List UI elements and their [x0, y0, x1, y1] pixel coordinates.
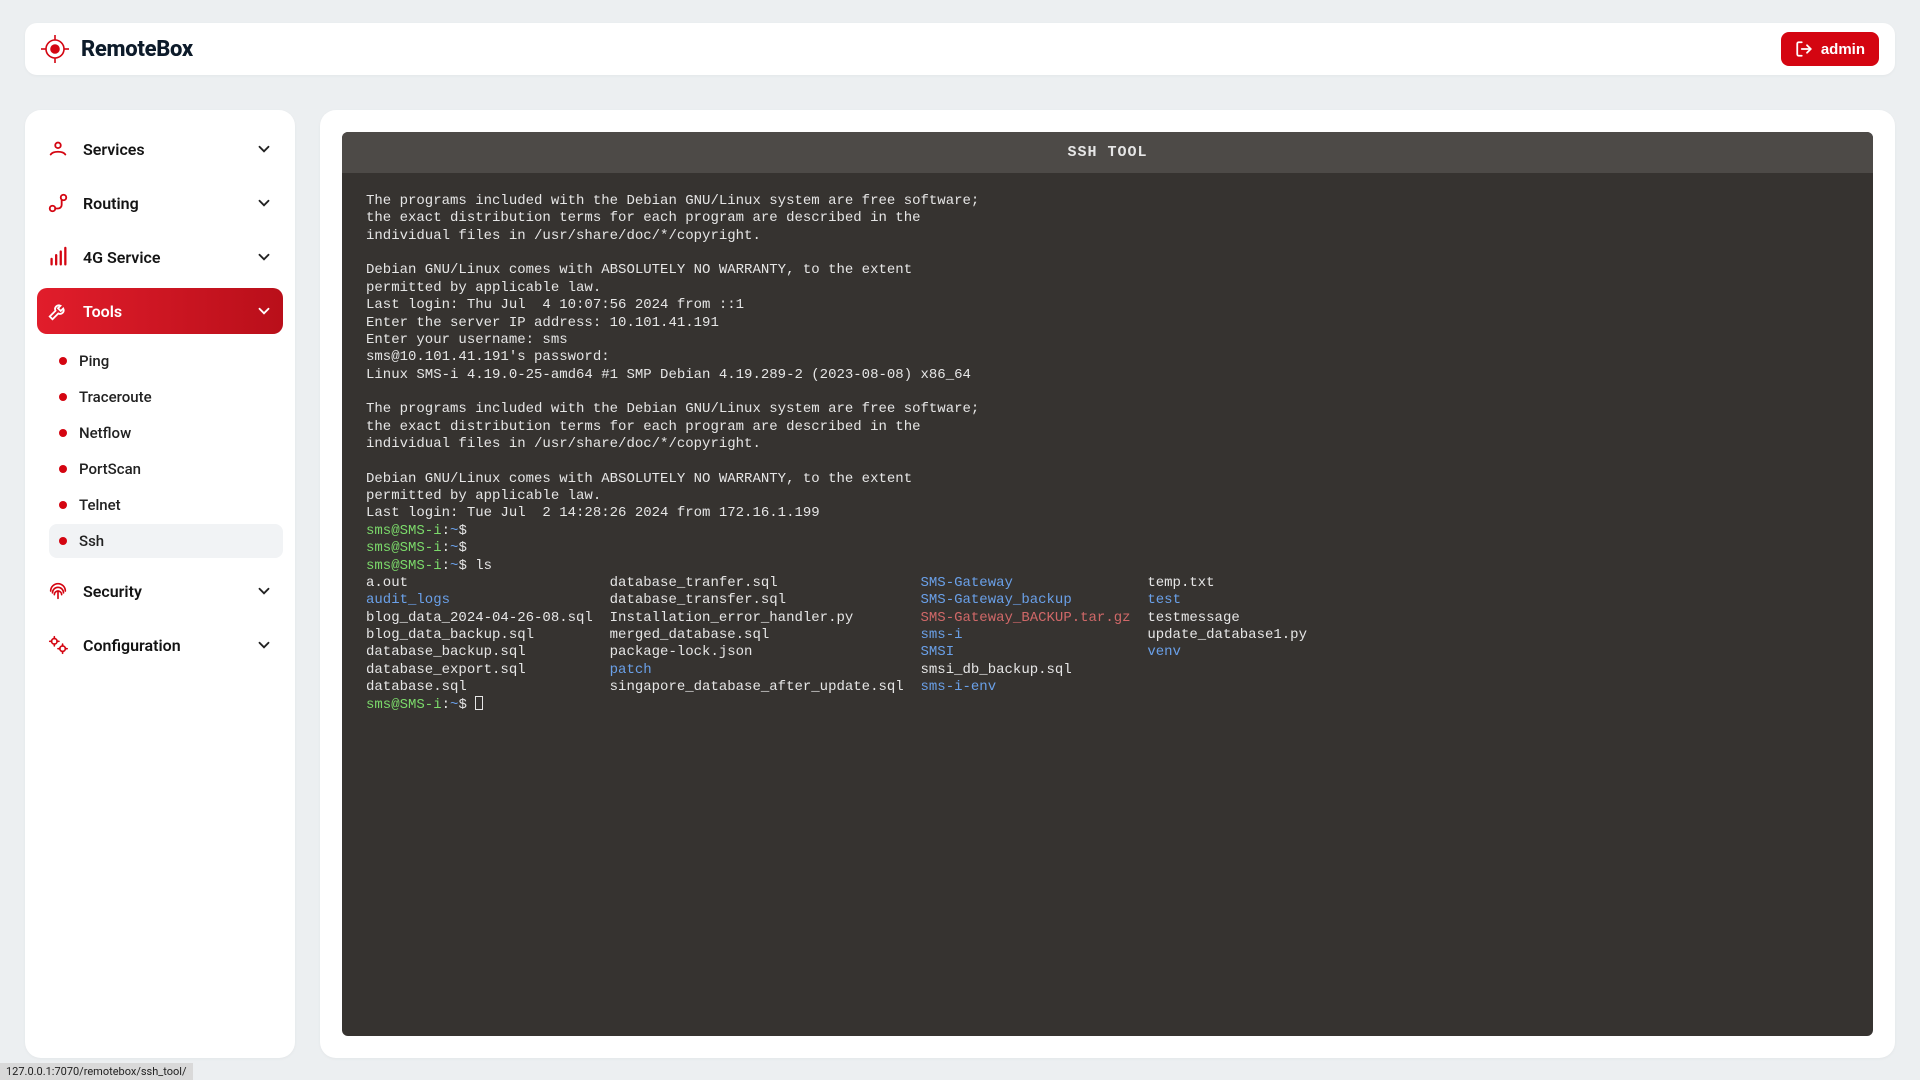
- bullet-icon: [59, 429, 67, 437]
- sidebar-item-services[interactable]: Services: [37, 126, 283, 172]
- chevron-down-icon: [255, 248, 273, 266]
- sidebar-item-tools[interactable]: Tools: [37, 288, 283, 334]
- sidebar-item-label: 4G Service: [83, 248, 160, 267]
- sidebar-item-4g-service[interactable]: 4G Service: [37, 234, 283, 280]
- sidebar-item-label: Tools: [83, 302, 122, 321]
- sub-item-ping[interactable]: Ping: [49, 344, 283, 378]
- sub-item-netflow[interactable]: Netflow: [49, 416, 283, 450]
- sub-item-label: Netflow: [79, 424, 131, 442]
- brand: RemoteBox: [41, 35, 193, 63]
- logout-icon: [1795, 40, 1813, 58]
- sub-item-label: Ping: [79, 352, 109, 370]
- status-bar: 127.0.0.1:7070/remotebox/ssh_tool/: [0, 1063, 193, 1080]
- main-panel: SSH TOOL The programs included with the …: [320, 110, 1895, 1058]
- sidebar-item-label: Security: [83, 582, 142, 601]
- sidebar-item-routing[interactable]: Routing: [37, 180, 283, 226]
- sub-item-traceroute[interactable]: Traceroute: [49, 380, 283, 414]
- sub-item-label: Telnet: [79, 496, 121, 514]
- bullet-icon: [59, 537, 67, 545]
- sub-item-telnet[interactable]: Telnet: [49, 488, 283, 522]
- tools-submenu: Ping Traceroute Netflow PortScan Telnet …: [37, 342, 283, 568]
- brand-name: RemoteBox: [81, 37, 193, 62]
- sidebar-item-label: Routing: [83, 194, 139, 213]
- sub-item-portscan[interactable]: PortScan: [49, 452, 283, 486]
- admin-label: admin: [1821, 41, 1865, 58]
- sidebar: Services Routing 4G Service: [25, 110, 295, 1058]
- sub-item-label: PortScan: [79, 460, 141, 478]
- sidebar-item-security[interactable]: Security: [37, 568, 283, 614]
- chevron-down-icon: [255, 636, 273, 654]
- signal-icon: [47, 246, 69, 268]
- sidebar-item-label: Services: [83, 140, 145, 159]
- chevron-down-icon: [255, 140, 273, 158]
- gears-icon: [47, 634, 69, 656]
- wrench-icon: [47, 300, 69, 322]
- fingerprint-icon: [47, 580, 69, 602]
- sub-item-label: Traceroute: [79, 388, 152, 406]
- bullet-icon: [59, 357, 67, 365]
- sub-item-ssh[interactable]: Ssh: [49, 524, 283, 558]
- sidebar-item-configuration[interactable]: Configuration: [37, 622, 283, 668]
- services-icon: [47, 138, 69, 160]
- chevron-down-icon: [255, 194, 273, 212]
- chevron-down-icon: [255, 302, 273, 320]
- ssh-terminal[interactable]: SSH TOOL The programs included with the …: [342, 132, 1873, 1036]
- sidebar-item-label: Configuration: [83, 636, 181, 655]
- bullet-icon: [59, 501, 67, 509]
- brand-logo-icon: [41, 35, 69, 63]
- header-bar: RemoteBox admin: [25, 23, 1895, 75]
- sub-item-label: Ssh: [79, 532, 104, 550]
- bullet-icon: [59, 465, 67, 473]
- bullet-icon: [59, 393, 67, 401]
- routing-icon: [47, 192, 69, 214]
- admin-button[interactable]: admin: [1781, 32, 1879, 66]
- chevron-down-icon: [255, 582, 273, 600]
- terminal-title: SSH TOOL: [342, 132, 1873, 173]
- terminal-body[interactable]: The programs included with the Debian GN…: [342, 173, 1873, 1036]
